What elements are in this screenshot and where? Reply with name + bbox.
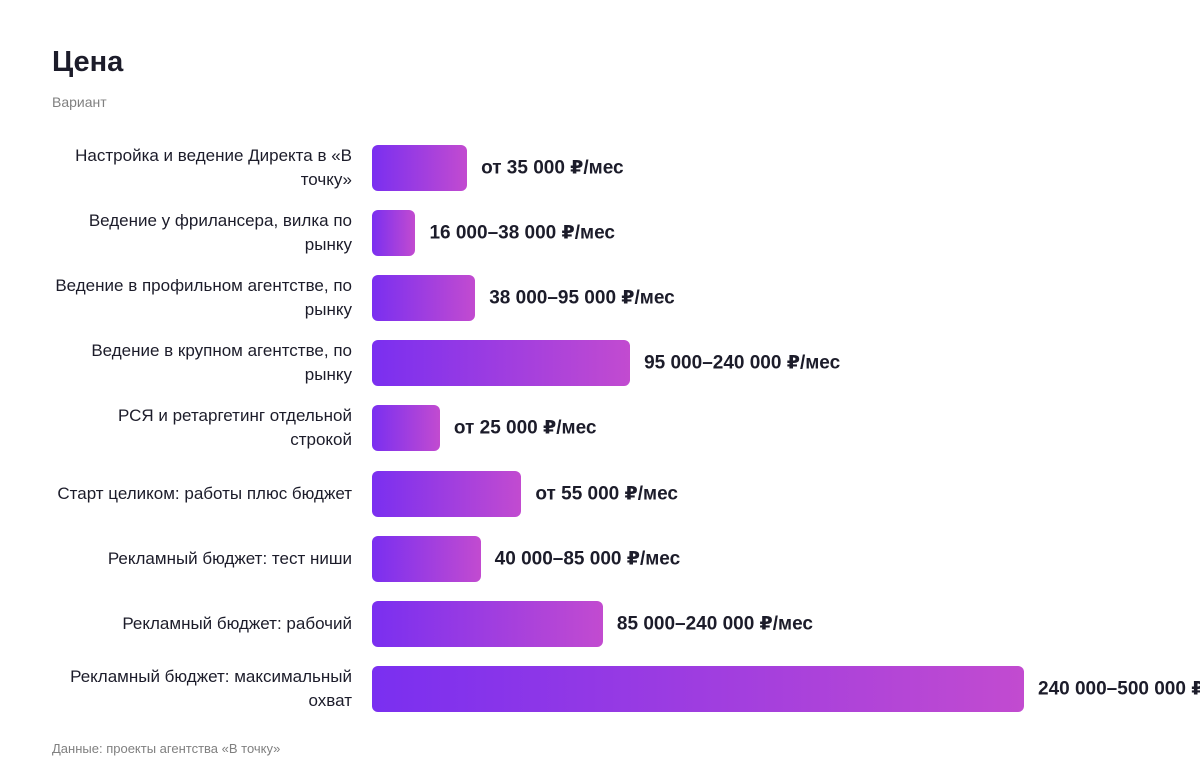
- chart-subtitle: Вариант: [52, 94, 107, 110]
- bar: [372, 535, 481, 582]
- bar: [372, 210, 416, 257]
- bar: [372, 470, 522, 517]
- bar: [372, 600, 603, 647]
- bar: [372, 275, 476, 322]
- category-label: Рекламный бюджет: максимальный охват: [70, 666, 352, 710]
- chart-title: Цена: [52, 46, 124, 78]
- value-label: от 55 000 ₽/мес: [535, 483, 678, 504]
- category-label: Ведение в крупном агентстве, по рынку: [91, 341, 352, 385]
- bar: [372, 340, 631, 387]
- bar: [372, 665, 1024, 712]
- value-label: от 35 000 ₽/мес: [481, 157, 624, 179]
- value-label: от 25 000 ₽/мес: [453, 417, 597, 439]
- category-label: РСЯ и ретаргетинг отдельной строкой: [117, 406, 352, 450]
- bar: [372, 405, 440, 452]
- category-label: Ведение у фрилансера, вилка по рынку: [88, 211, 352, 255]
- source-note: Данные: проекты агентства «В точку»: [52, 741, 281, 756]
- value-label: 16 000–38 000 ₽/мес: [429, 222, 615, 244]
- bar: [372, 145, 468, 191]
- value-label: 40 000–85 000 ₽/мес: [494, 548, 681, 570]
- value-label: 38 000–95 000 ₽/мес: [489, 287, 675, 309]
- value-label: 240 000–500 000 ₽/мес: [1038, 678, 1200, 700]
- category-label: Рекламный бюджет: тест ниши: [107, 548, 352, 568]
- category-label: Рекламный бюджет: рабочий: [122, 613, 352, 633]
- value-label: 85 000–240 000 ₽/мес: [616, 613, 813, 635]
- category-label: Ведение в профильном агентстве, по рынку: [55, 276, 352, 320]
- category-label: Настройка и ведение Директа в «В точку»: [75, 146, 352, 189]
- category-label: Старт целиком: работы плюс бюджет: [57, 483, 352, 503]
- value-label: 95 000–240 000 ₽/мес: [644, 352, 841, 374]
